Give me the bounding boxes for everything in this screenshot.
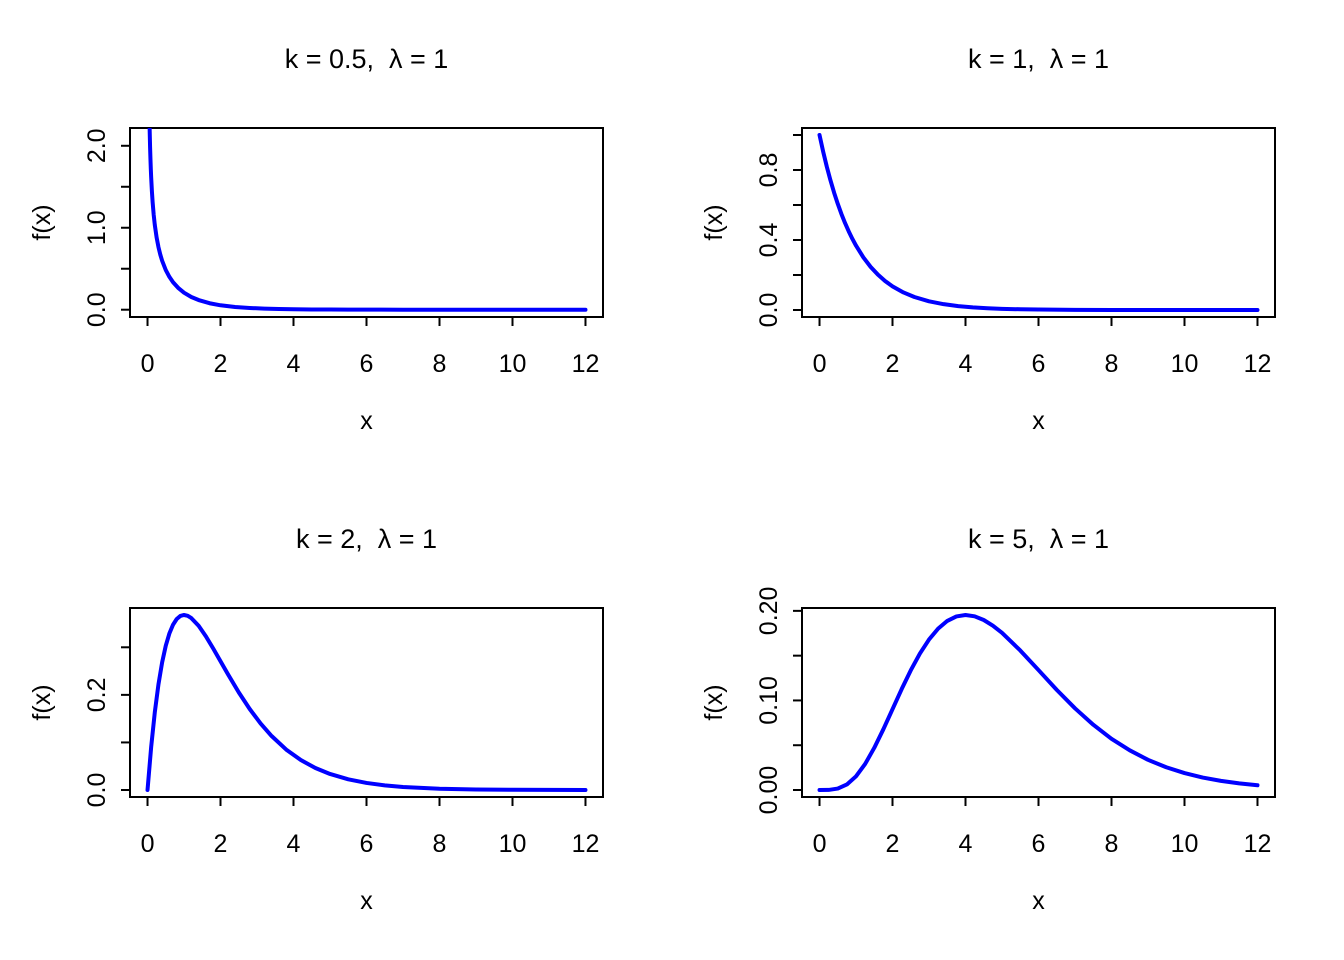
x-tick-label: 4 [287, 830, 301, 858]
panel-k-0.5: k = 0.5, λ = 1 0 2 4 6 8 10 12 0.0 1.0 2.0 x f(x) [0, 0, 672, 480]
x-tick-label: 8 [1105, 830, 1119, 858]
x-tick-label: 6 [360, 350, 374, 378]
plot-k-1: k = 1, λ = 1 0 2 4 6 8 10 12 0.0 0.4 0.8 x f(x) [700, 44, 1276, 435]
y-tick-label: 0.20 [755, 587, 783, 636]
x-tick-label: 2 [214, 350, 228, 378]
density-curve [817, 612, 1260, 793]
y-tick-label: 0.2 [83, 677, 111, 712]
x-tick-label: 6 [1032, 830, 1046, 858]
panel-k-2: k = 2, λ = 1 0 2 4 6 8 10 12 0.0 0.2 x f(x) [0, 480, 672, 960]
plot-box [801, 607, 1276, 798]
y-tick-label: 0.0 [83, 773, 111, 808]
x-tick-label: 2 [886, 350, 900, 378]
y-axis-label: f(x) [700, 684, 728, 720]
y-tick-label: 0.8 [755, 153, 783, 188]
y-tick-label: 0.4 [755, 223, 783, 258]
y-tick-label: 2.0 [83, 128, 111, 163]
y-axis-label: f(x) [28, 684, 56, 720]
x-axis-label: x [1032, 407, 1045, 435]
plot-k-0.5: k = 0.5, λ = 1 0 2 4 6 8 10 12 0.0 1.0 2.0 x f(x) [28, 44, 604, 435]
x-tick-label: 8 [1105, 350, 1119, 378]
x-tick-label: 6 [1032, 350, 1046, 378]
plot-box [129, 127, 604, 318]
x-tick-label: 8 [433, 830, 447, 858]
density-curve [817, 133, 1260, 312]
panel-title: k = 0.5, λ = 1 [285, 44, 449, 74]
panel-k-5: k = 5, λ = 1 0 2 4 6 8 10 12 0.00 0.10 0.20 x f(x) [672, 480, 1344, 960]
density-curve [147, 128, 588, 312]
x-tick-label: 0 [141, 350, 155, 378]
y-axis-label: f(x) [700, 204, 728, 240]
x-tick-label: 10 [499, 830, 527, 858]
x-axis-label: x [360, 407, 373, 435]
plot-k-5: k = 5, λ = 1 0 2 4 6 8 10 12 0.00 0.10 0.20 x f(x) [700, 524, 1276, 915]
x-tick-label: 2 [214, 830, 228, 858]
x-tick-label: 0 [813, 350, 827, 378]
x-axis-label: x [360, 887, 373, 915]
x-tick-label: 12 [572, 830, 600, 858]
x-tick-label: 6 [360, 830, 374, 858]
x-tick-label: 4 [959, 350, 973, 378]
x-tick-label: 4 [287, 350, 301, 378]
y-tick-label: 1.0 [83, 210, 111, 245]
panel-title: k = 2, λ = 1 [296, 524, 437, 554]
x-tick-label: 12 [1244, 350, 1272, 378]
x-tick-label: 8 [433, 350, 447, 378]
x-tick-label: 12 [1244, 830, 1272, 858]
density-curve [145, 612, 588, 793]
x-axis-label: x [1032, 887, 1045, 915]
x-tick-label: 2 [886, 830, 900, 858]
x-tick-label: 0 [141, 830, 155, 858]
x-tick-label: 12 [572, 350, 600, 378]
y-tick-label: 0.0 [83, 292, 111, 327]
y-tick-label: 0.00 [755, 766, 783, 815]
plot-box [129, 607, 604, 798]
x-tick-label: 10 [499, 350, 527, 378]
y-axis-label: f(x) [28, 204, 56, 240]
panel-k-1: k = 1, λ = 1 0 2 4 6 8 10 12 0.0 0.4 0.8 x f(x) [672, 0, 1344, 480]
plot-box [801, 127, 1276, 318]
x-tick-label: 10 [1171, 350, 1199, 378]
panel-title: k = 1, λ = 1 [968, 44, 1109, 74]
y-tick-label: 0.0 [755, 293, 783, 328]
y-tick-label: 0.10 [755, 676, 783, 725]
panel-title: k = 5, λ = 1 [968, 524, 1109, 554]
x-tick-label: 0 [813, 830, 827, 858]
x-tick-label: 4 [959, 830, 973, 858]
plot-k-2: k = 2, λ = 1 0 2 4 6 8 10 12 0.0 0.2 x f(x) [28, 524, 604, 915]
x-tick-label: 10 [1171, 830, 1199, 858]
